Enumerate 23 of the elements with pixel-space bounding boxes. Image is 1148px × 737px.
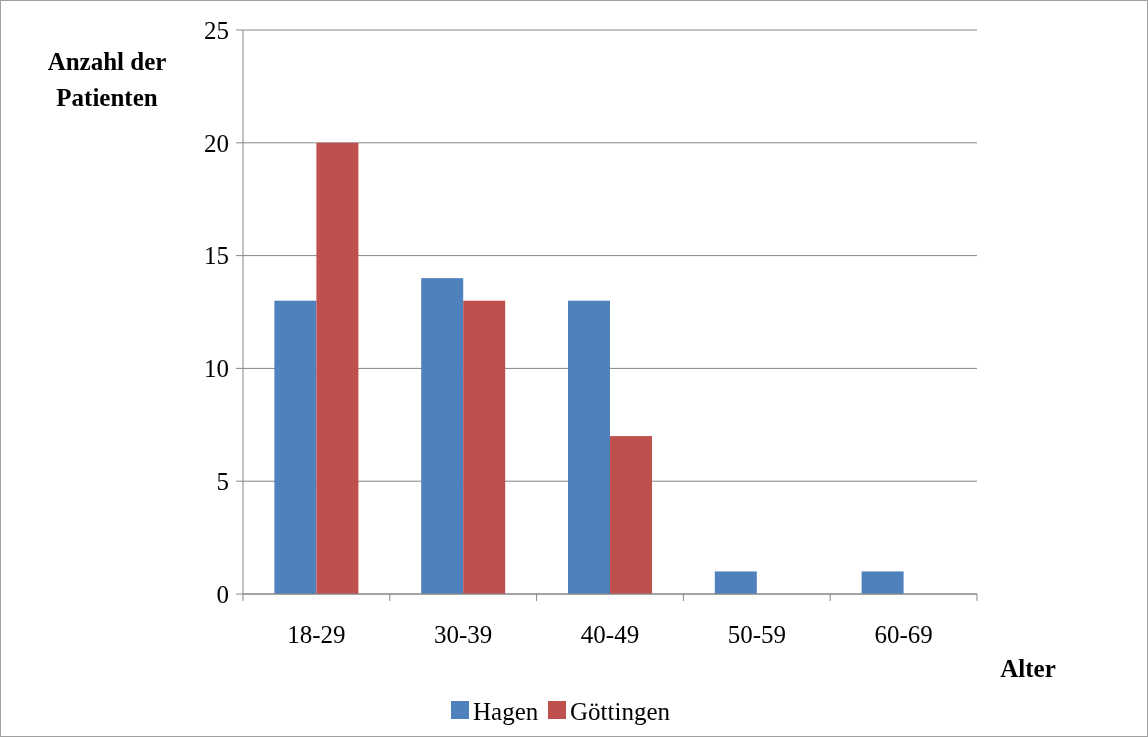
x-tick-label: 30-39 [434, 621, 493, 648]
y-tick-label: 5 [216, 467, 229, 495]
x-tick-label: 40-49 [580, 621, 640, 648]
bar [463, 300, 506, 594]
legend-label: Göttingen [570, 697, 671, 725]
y-tick-label: 20 [204, 129, 229, 157]
bar [421, 278, 464, 594]
y-tick-label: 0 [216, 580, 229, 608]
y-tick-label: 25 [204, 16, 229, 44]
y-tick-label: 15 [204, 242, 229, 270]
bar [610, 436, 652, 594]
y-tick-label: 10 [204, 355, 229, 383]
bar [714, 571, 757, 594]
bar [861, 571, 904, 594]
x-tick-label: 60-69 [874, 621, 933, 648]
bar [316, 142, 359, 594]
legend-label: Hagen [473, 697, 539, 725]
bar [568, 300, 610, 594]
x-tick-label: 18-29 [287, 621, 346, 648]
x-tick-label: 50-59 [727, 621, 786, 648]
y-axis-title: Anzahl der Patienten [47, 48, 167, 111]
bar [274, 300, 317, 594]
x-axis-title: Alter [1000, 655, 1056, 682]
